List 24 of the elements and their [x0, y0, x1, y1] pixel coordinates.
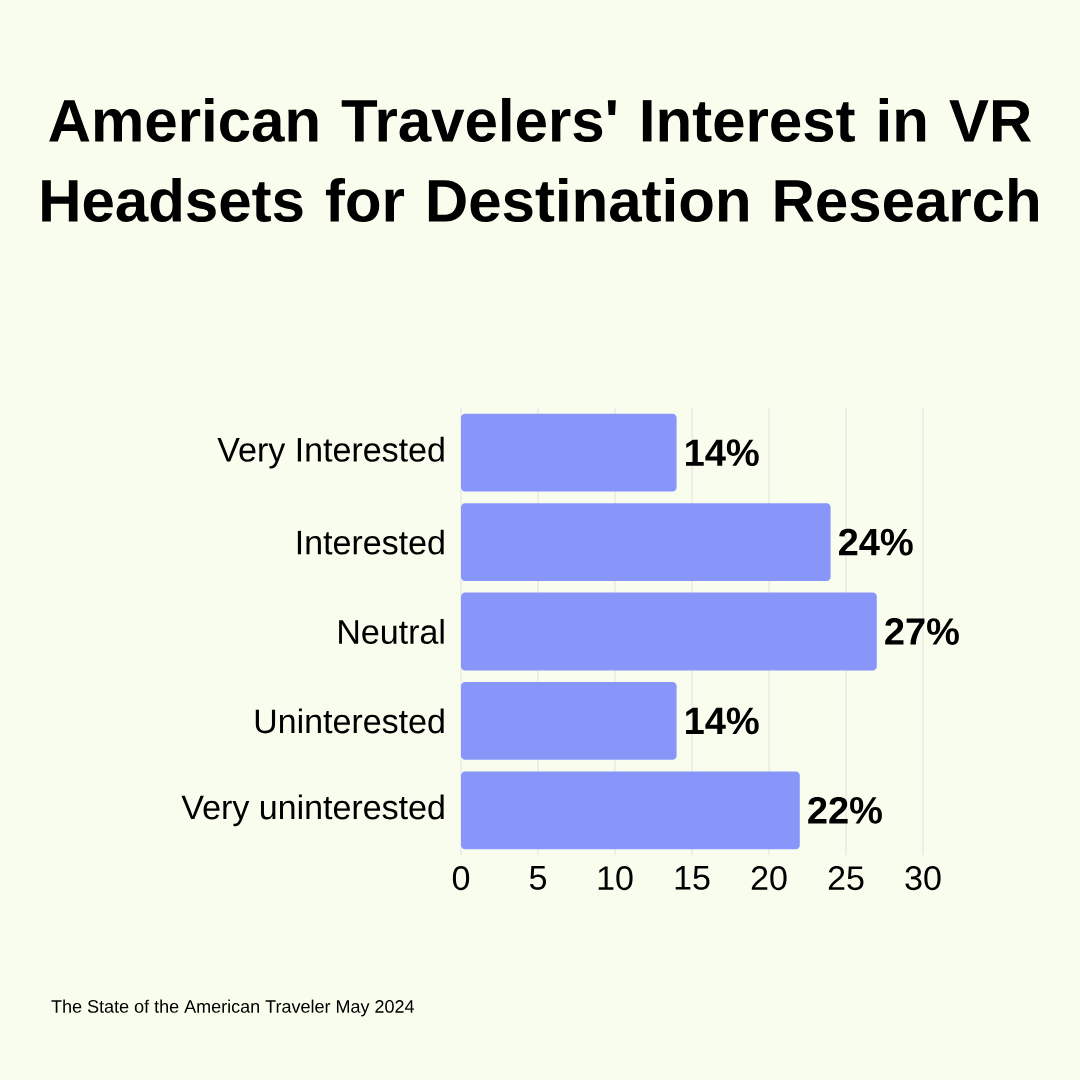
bar [461, 413, 677, 492]
y-tick-label: Very Interested [217, 436, 444, 469]
data-label: 22% [808, 796, 882, 824]
y-tick-label: Uninterested [255, 708, 444, 734]
y-tick-label: Interested [297, 529, 444, 555]
bar [461, 503, 831, 581]
y-tick-label: Neutral [339, 619, 444, 644]
bar [461, 771, 800, 850]
x-tick-label: 25 [828, 866, 864, 891]
y-tick-label: Very uninterested [181, 794, 444, 827]
x-tick-label: 10 [598, 866, 633, 891]
data-label: 27% [885, 618, 959, 645]
x-tick-label: 5 [529, 866, 547, 890]
x-tick-label: 0 [452, 866, 470, 891]
x-tick-label: 20 [751, 866, 787, 891]
data-label: 14% [686, 707, 759, 735]
bar [461, 682, 677, 760]
data-label: 24% [838, 528, 913, 556]
x-tick-label: 15 [675, 866, 710, 890]
x-tick-label: 30 [905, 866, 941, 891]
bar [461, 592, 877, 671]
data-label: 14% [686, 439, 759, 467]
text: The State of the American Traveler May 2024 [51, 999, 414, 1017]
chart-title: American Travelers' Interest in VR Headsets for Destination Research [42, 97, 1038, 223]
